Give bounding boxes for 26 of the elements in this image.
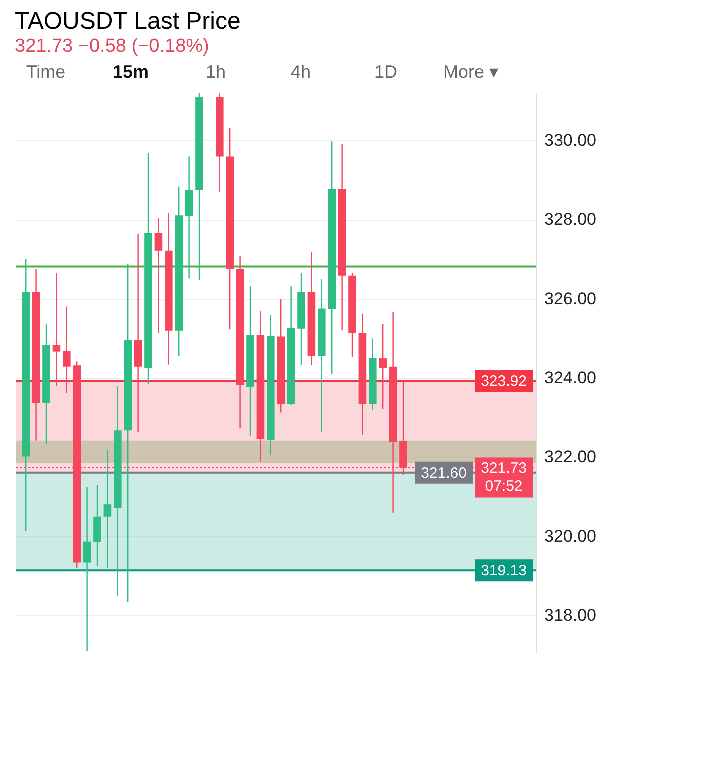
candlestick (63, 306, 71, 394)
text: 15m (112, 62, 150, 82)
y-tick-label: 326.00 (544, 289, 596, 308)
chart-title: TAOUSDT Last Price (15, 8, 241, 35)
candlestick (154, 218, 163, 334)
y-tick-label: 318.00 (544, 606, 596, 625)
ref-line-label: 321.60 (421, 464, 467, 482)
y-tick-label: 324.00 (544, 368, 596, 388)
ref-line-label: 319.13 (481, 562, 527, 580)
ref-line-label: 323.92 (481, 373, 527, 390)
text: 1D (374, 62, 398, 82)
text: More ▾ (443, 62, 499, 82)
y-tick-label: 328.00 (544, 210, 596, 230)
text: Time (26, 62, 66, 82)
candlestick (52, 272, 61, 387)
candlestick (104, 449, 112, 569)
y-tick-label: 322.00 (544, 448, 596, 467)
y-tick-label: 330.00 (544, 130, 596, 150)
text: 4h (290, 62, 312, 82)
y-tick-label: 320.00 (544, 526, 596, 546)
candlestick (83, 486, 92, 652)
candlestick (379, 324, 387, 410)
annotation: 07:52 (485, 478, 523, 495)
text: 1h (206, 62, 226, 82)
ref-line-label: 321.73 (481, 460, 527, 477)
chart-subtitle: 321.73 −0.58 (−0.18%) (15, 36, 210, 57)
